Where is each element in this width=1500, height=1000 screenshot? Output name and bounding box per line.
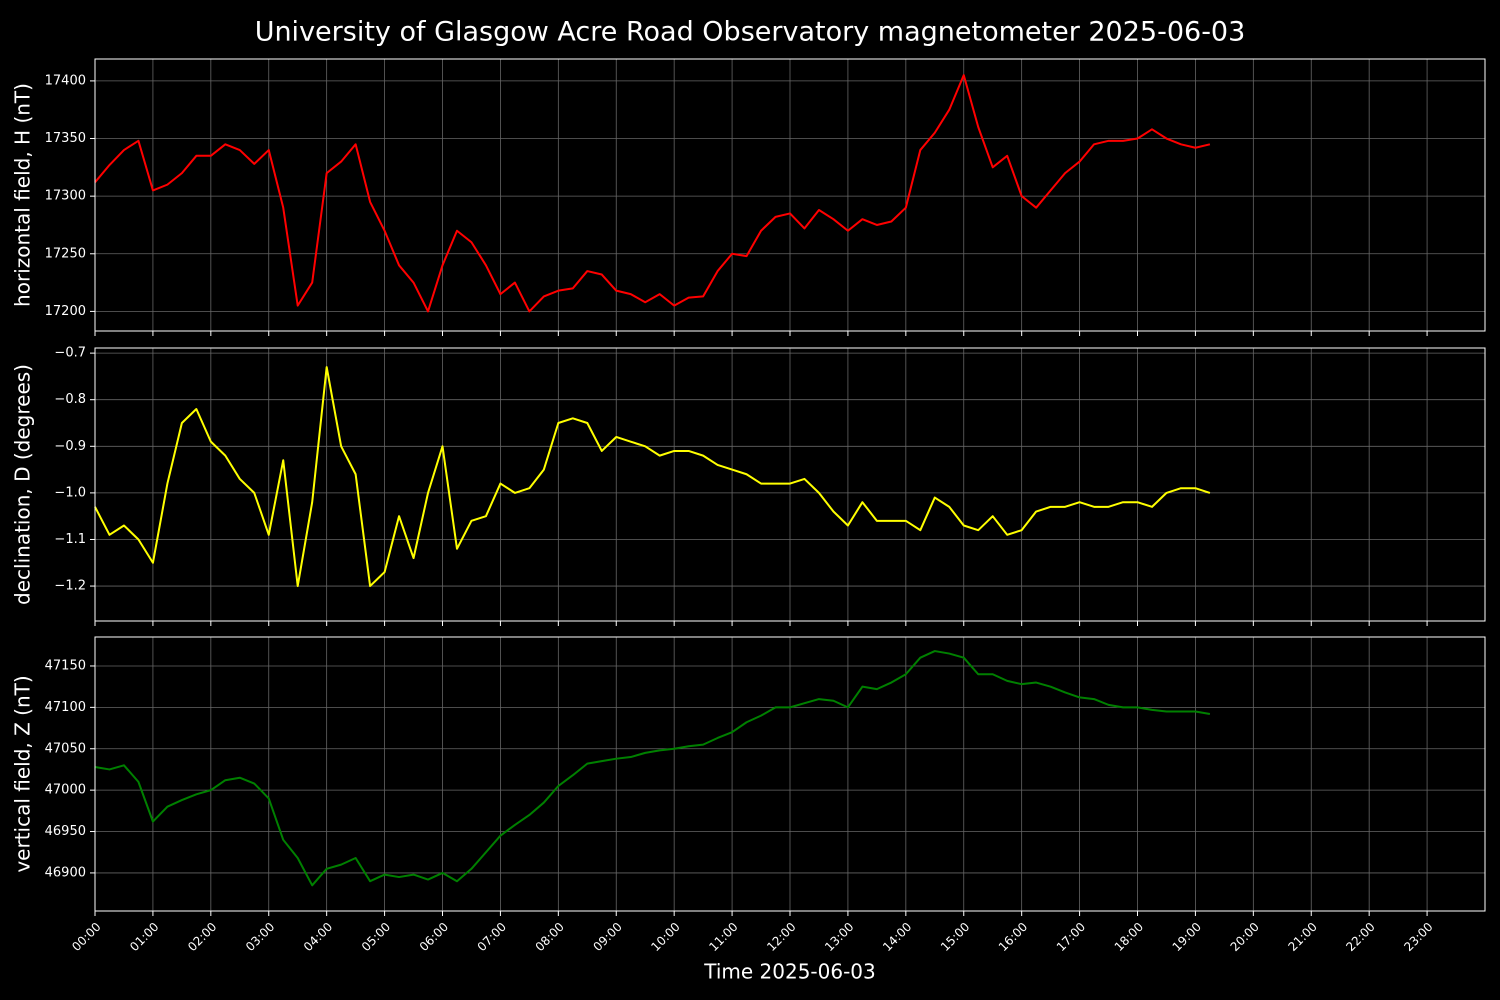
y-tick-label: 17250 <box>45 246 86 261</box>
x-axis-label: Time 2025-06-03 <box>703 960 876 984</box>
y-tick-label: 46950 <box>45 824 86 839</box>
y-tick-label: −0.9 <box>54 439 86 454</box>
y-axis-label: vertical field, Z (nT) <box>11 675 35 872</box>
y-tick-label: 47150 <box>45 658 86 673</box>
y-tick-label: 17350 <box>45 131 86 146</box>
y-tick-label: 47050 <box>45 741 86 756</box>
y-tick-label: 47100 <box>45 700 86 715</box>
y-tick-label: −1.1 <box>54 532 86 547</box>
data-line <box>94 650 1211 887</box>
figure-title: University of Glasgow Acre Road Observat… <box>255 17 1246 48</box>
y-tick-label: −0.8 <box>54 392 86 407</box>
y-axis-label: horizontal field, H (nT) <box>11 83 35 307</box>
data-line <box>94 366 1211 588</box>
y-tick-label: −0.7 <box>54 346 86 361</box>
axes-frame <box>94 636 1486 912</box>
y-tick-label: 46900 <box>45 865 86 880</box>
y-tick-label: −1.0 <box>54 485 86 500</box>
axes-frame <box>94 347 1486 622</box>
data-line <box>94 74 1211 313</box>
y-axis-label: declination, D (degrees) <box>11 364 35 605</box>
y-tick-label: −1.2 <box>54 579 86 594</box>
y-tick-label: 17400 <box>45 73 86 88</box>
axes-frame <box>94 58 1486 332</box>
y-tick-label: 17200 <box>45 304 86 319</box>
y-tick-label: 17300 <box>45 189 86 204</box>
y-tick-label: 47000 <box>45 783 86 798</box>
